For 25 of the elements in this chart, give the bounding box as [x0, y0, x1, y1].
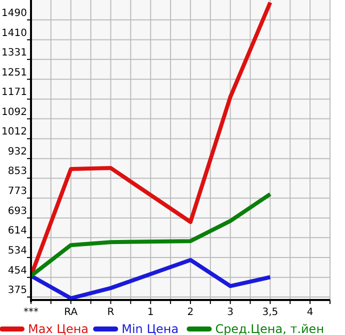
y-tick-label: 614 [8, 226, 27, 237]
x-tick-label: *** [24, 307, 38, 318]
legend-label: Min Цена [122, 322, 179, 335]
x-tick-label: R [107, 307, 114, 318]
y-tick-label: 1171 [2, 87, 27, 98]
x-tick-label: RA [64, 307, 78, 318]
y-tick-label: 534 [8, 246, 27, 256]
y-tick-label: 773 [8, 186, 27, 198]
y-tick-label: 1410 [2, 28, 27, 39]
y-tick-label: 1490 [2, 8, 27, 19]
y-tick-label: 1092 [2, 106, 27, 118]
x-tick-label: 3 [227, 307, 234, 318]
x-tick-label: 3,5 [262, 307, 278, 318]
y-tick-label: 853 [8, 166, 27, 178]
y-tick-label: 1251 [2, 67, 27, 78]
y-tick-label: 932 [8, 146, 27, 158]
x-tick-label: 2 [187, 307, 194, 318]
y-tick-label: 693 [8, 206, 27, 217]
y-tick-label: 454 [8, 265, 27, 276]
y-tick-label: 1012 [2, 126, 27, 138]
legend-label: Max Цена [28, 322, 89, 335]
y-tick-label: 1331 [2, 47, 27, 58]
x-tick-label: 4 [306, 307, 314, 318]
x-tick-label: 1 [147, 307, 154, 318]
y-tick-label: 375 [8, 285, 27, 296]
